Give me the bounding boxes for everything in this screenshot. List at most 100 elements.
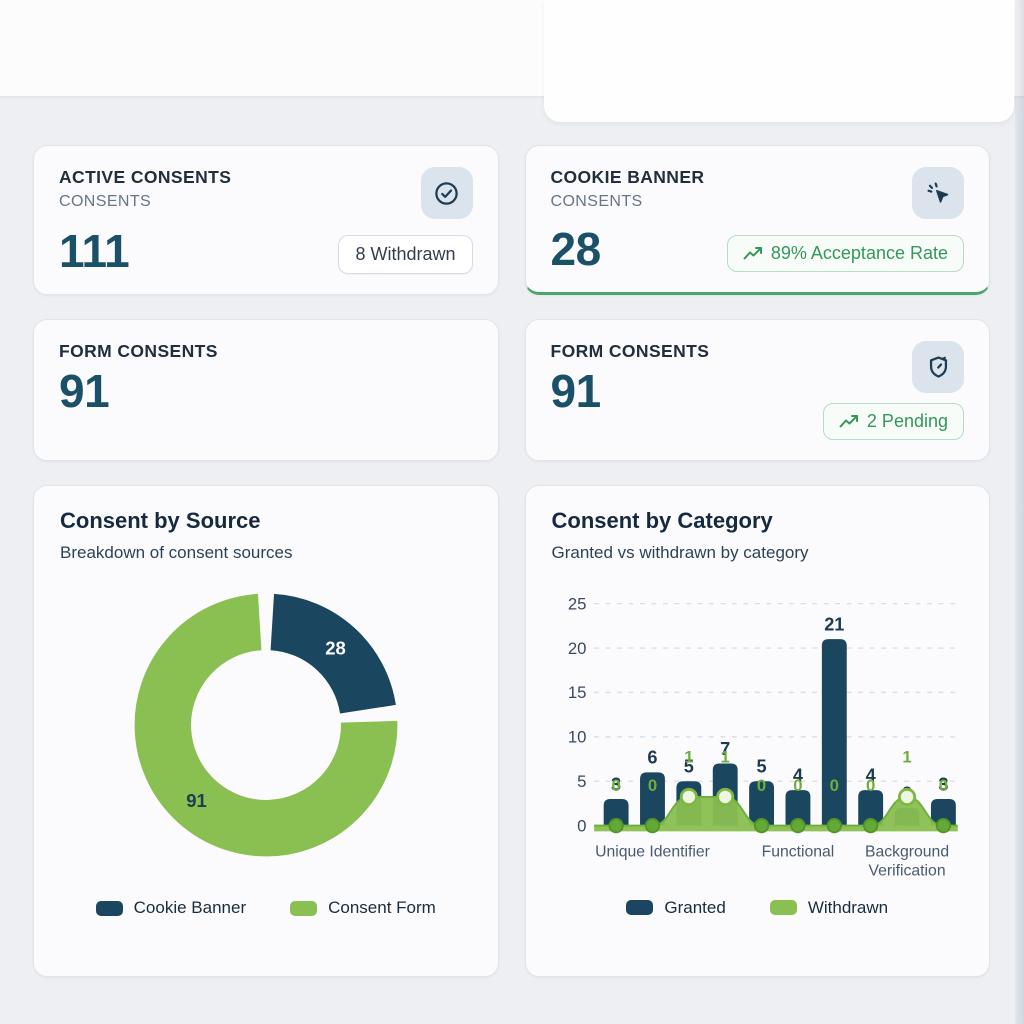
stat-subtitle: CONSENTS [550,193,643,210]
header-panel [544,0,1014,122]
legend-swatch [95,900,123,916]
legend-label: Consent Form [328,898,436,917]
x-axis-label: Background Verification [864,843,948,879]
withdrawn-dot[interactable] [644,817,660,834]
y-axis-tick: 0 [577,816,586,835]
chart-subtitle: Breakdown of consent sources [60,543,293,562]
bar-granted[interactable] [748,781,774,826]
donut-chart-area: 28 91 [120,579,412,876]
legend-item: Cookie Banner [95,898,246,918]
withdrawn-dot[interactable] [753,817,769,834]
donut-legend: Cookie Banner Consent Form [60,898,472,918]
donut-value-label: 28 [325,638,346,659]
y-axis-tick: 10 [567,728,586,747]
y-axis-tick: 20 [567,639,586,658]
chart-title: Consent by Category [551,508,773,533]
stat-card-active-consents: ACTIVE CONSENTS CONSENTS 111 8 Withdrawn [33,145,499,295]
withdrawn-value-label: 0 [866,776,875,795]
stat-card-side-block: 2 Pending [822,341,964,440]
stat-card-form-consents: FORM CONSENTS 91 [33,319,499,461]
legend-swatch [769,900,797,916]
bar-chart[interactable]: 0510152025365754214230011000010Unique Id… [552,573,964,889]
chart-subtitle: Granted vs withdrawn by category [551,543,809,562]
withdrawn-badge: 8 Withdrawn [338,235,473,274]
bar-granted[interactable] [821,639,847,826]
shield-clock-icon [912,341,964,393]
pending-badge: 2 Pending [822,403,964,440]
bar-value-label: 21 [824,615,844,635]
bar-chart-area: 0510152025365754214230011000010Unique Id… [552,573,964,894]
bar-granted[interactable] [930,798,956,826]
withdrawn-dot[interactable] [679,787,698,807]
bar-value-label: 5 [756,757,766,777]
legend-item: Granted [626,897,726,918]
donut-segment-cookie-banner[interactable] [269,593,396,715]
x-axis-label: Functional [761,843,834,860]
withdrawn-value-label: 1 [902,747,911,766]
withdrawn-dot[interactable] [862,817,878,834]
page-right-edge [1015,0,1024,1024]
bar-value-label: 4 [865,766,876,786]
legend-item: Consent Form [290,898,436,918]
stat-value: 28 [550,223,602,275]
dashboard-grid: ACTIVE CONSENTS CONSENTS 111 8 Withdrawn… [33,145,990,977]
stat-card-cookie-banner: COOKIE BANNER CONSENTS 28 89% Acceptance… [524,145,990,295]
bar-granted[interactable] [639,772,665,826]
bar-value-label: 5 [683,757,693,777]
bar-value-label: 7 [720,739,730,759]
stat-card-text-block: COOKIE BANNER CONSENTS 28 [551,167,705,272]
badge-label: 8 Withdrawn [355,244,456,264]
withdrawn-value-label: 0 [829,776,838,795]
bar-legend: Granted Withdrawn [552,898,964,918]
trend-up-icon [839,415,858,428]
stat-title: FORM CONSENTS [550,341,710,361]
withdrawn-dot[interactable] [789,817,806,834]
badge-label: 2 Pending [866,411,948,431]
stat-card-side-block: 89% Acceptance Rate [726,167,964,272]
legend-label: Withdrawn [807,897,889,917]
consent-by-category-card: Consent by Category Granted vs withdrawn… [524,485,990,977]
badge-label: 89% Acceptance Rate [770,243,948,263]
stat-card-text-block: ACTIVE CONSENTS CONSENTS 111 [59,167,231,274]
bar-granted[interactable] [603,798,629,826]
consent-by-source-card: Consent by Source Breakdown of consent s… [33,485,499,977]
donut-segment-consent-form[interactable] [134,593,398,857]
bar-granted[interactable] [857,790,883,826]
legend-label: Granted [664,897,726,917]
legend-swatch [626,900,654,916]
bar-granted[interactable] [785,790,810,826]
stat-title: ACTIVE CONSENTS [59,167,232,187]
donut-value-label: 91 [186,790,207,811]
donut-chart[interactable]: 28 91 [120,579,412,871]
stat-card-text-block: FORM CONSENTS 91 [551,341,710,440]
area-withdrawn[interactable] [593,796,958,832]
withdrawn-dot[interactable] [826,817,842,834]
withdrawn-dot[interactable] [897,787,916,807]
acceptance-rate-badge: 89% Acceptance Rate [726,235,964,272]
withdrawn-dot[interactable] [607,817,624,834]
bar-value-label: 3 [611,774,621,794]
withdrawn-value-label: 1 [720,747,729,766]
y-axis-tick: 5 [577,772,586,791]
stat-card-form-consents-pending: FORM CONSENTS 91 2 Pending [524,319,990,461]
stat-subtitle: CONSENTS [59,193,152,210]
stat-title: FORM CONSENTS [59,341,218,361]
check-circle-icon [420,167,473,219]
withdrawn-dot[interactable] [935,817,951,834]
y-axis-tick: 25 [567,594,586,613]
y-axis-tick: 15 [567,683,586,702]
stat-card-text-block: FORM CONSENTS 91 [59,341,218,440]
x-axis-label: Unique Identifier [595,843,710,860]
chart-title: Consent by Source [60,508,261,533]
bar-value-label: 4 [792,766,803,786]
withdrawn-value-label: 0 [756,776,765,795]
stat-value: 91 [550,365,602,417]
bar-value-label: 3 [938,774,948,794]
legend-swatch [290,900,318,916]
withdrawn-value-label: 1 [684,747,693,766]
cursor-click-icon [912,167,964,219]
withdrawn-value-label: 0 [611,776,620,795]
stat-card-side-block: 8 Withdrawn [338,167,473,274]
withdrawn-dot[interactable] [715,787,734,807]
stat-title: COOKIE BANNER [550,167,705,187]
